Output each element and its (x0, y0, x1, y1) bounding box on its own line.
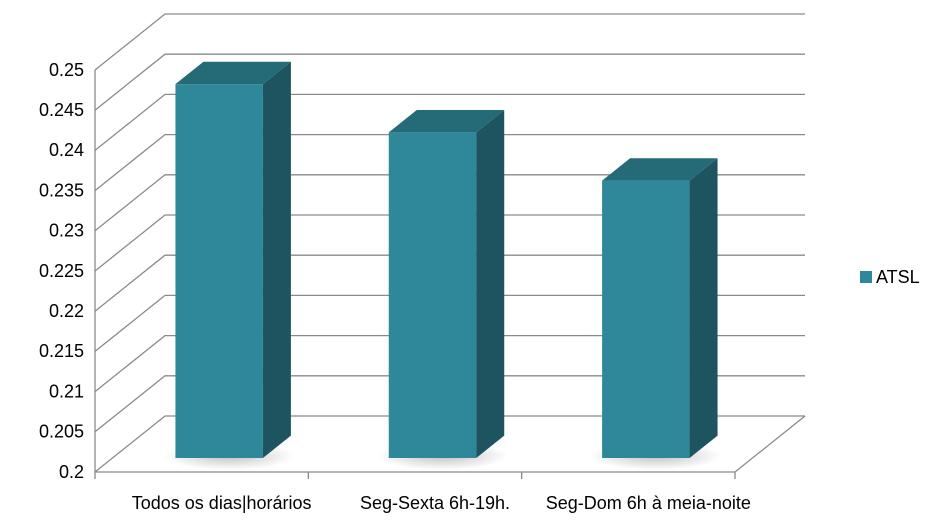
grid-line (94, 214, 805, 272)
y-tick-label: 0.2 (59, 462, 84, 482)
y-tick-label: 0.24 (49, 140, 84, 160)
bar-side (262, 61, 291, 459)
y-tick-label: 0.25 (49, 60, 84, 80)
y-tick-label: 0.22 (49, 301, 84, 321)
grid-line (94, 93, 805, 151)
bar-front (602, 180, 690, 458)
grid-line (94, 174, 805, 232)
x-tick-label: Seg-Sexta 6h-19h. (360, 493, 510, 513)
y-tick-label: 0.245 (39, 100, 84, 120)
bar-front (175, 84, 263, 458)
grid-line (94, 294, 805, 352)
legend-label: ATSL (876, 267, 920, 287)
y-tick-label: 0.23 (49, 221, 84, 241)
bar-top (388, 109, 505, 133)
bar-top (175, 61, 291, 85)
y-tick-label: 0.215 (39, 341, 84, 361)
legend-swatch (860, 271, 872, 283)
bar-side (476, 109, 505, 458)
grid-line (94, 334, 805, 393)
bar-side (689, 158, 718, 458)
y-tick-label: 0.225 (39, 261, 84, 281)
y-tick-label: 0.21 (49, 381, 84, 401)
y-tick-label: 0.235 (39, 180, 84, 200)
x-tick-label: Seg-Dom 6h à meia-noite (546, 493, 751, 513)
bar-top (602, 158, 718, 181)
grid-line (94, 133, 805, 192)
grid-line (94, 375, 805, 433)
x-tick-label: Todos os dias|horários (132, 493, 312, 513)
y-tick-label: 0.205 (39, 422, 84, 442)
grid-line (94, 53, 805, 111)
grid-line (94, 415, 805, 473)
grid-line (94, 254, 805, 312)
bar-front (388, 132, 477, 458)
grid-line (94, 13, 805, 71)
